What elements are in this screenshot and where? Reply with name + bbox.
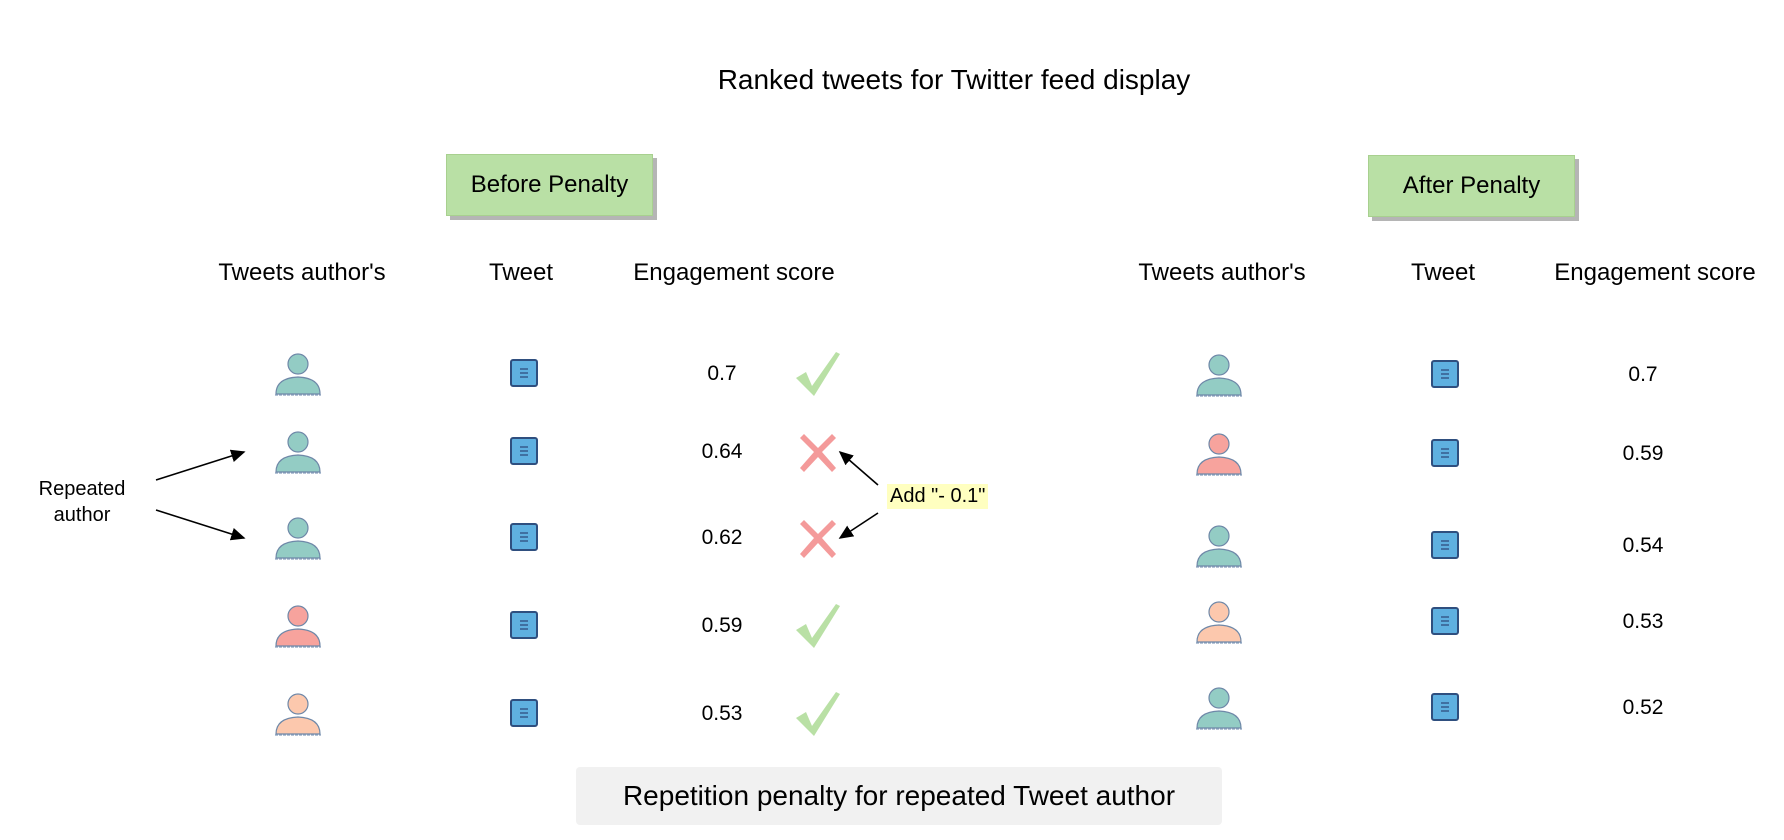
document-icon (510, 699, 538, 727)
footer-caption: Repetition penalty for repeated Tweet au… (576, 767, 1222, 825)
before-status-mark (792, 688, 844, 743)
before-header-score: Engagement score (633, 259, 835, 286)
arrow-to-row2 (155, 449, 246, 481)
checkmark-icon (796, 604, 840, 648)
before-status-mark (792, 512, 844, 567)
before-score: 0.64 (701, 440, 743, 463)
person-icon (275, 431, 321, 474)
after-penalty-label: After Penalty (1368, 155, 1575, 217)
before-header-author: Tweets author's (218, 259, 386, 286)
after-author-avatar (1193, 598, 1245, 649)
after-tweet-icon (1430, 438, 1460, 473)
before-author-avatar (272, 602, 324, 653)
after-author-avatar (1193, 351, 1245, 402)
arrow-to-cross2 (838, 512, 879, 539)
person-icon (1196, 601, 1242, 644)
cross-icon (800, 434, 836, 472)
person-icon (1196, 354, 1242, 397)
after-author-avatar (1193, 430, 1245, 481)
after-score: 0.7 (1628, 363, 1658, 386)
repeated-author-note: Repeated author (38, 478, 126, 526)
before-penalty-label: Before Penalty (446, 154, 653, 216)
before-tweet-icon (509, 358, 539, 393)
arrow-to-cross1 (838, 450, 879, 486)
after-score: 0.53 (1622, 610, 1664, 633)
before-header-tweet: Tweet (488, 259, 554, 286)
document-icon (510, 523, 538, 551)
before-tweet-icon (509, 610, 539, 645)
after-score: 0.52 (1622, 696, 1664, 719)
before-status-mark (792, 426, 844, 481)
person-icon (1196, 433, 1242, 476)
document-icon (1431, 531, 1459, 559)
document-icon (510, 359, 538, 387)
diagram-title: Ranked tweets for Twitter feed display (717, 64, 1191, 95)
after-tweet-icon (1430, 359, 1460, 394)
before-score: 0.53 (701, 702, 743, 725)
checkmark-icon (796, 352, 840, 396)
person-icon (275, 353, 321, 396)
before-score: 0.59 (701, 614, 743, 637)
before-author-avatar (272, 690, 324, 741)
checkmark-icon (796, 692, 840, 736)
penalty-note: Add "- 0.1" (887, 484, 989, 509)
person-icon (275, 517, 321, 560)
before-tweet-icon (509, 436, 539, 471)
after-score: 0.59 (1622, 442, 1664, 465)
after-header-score: Engagement score (1554, 259, 1756, 286)
document-icon (1431, 439, 1459, 467)
before-author-avatar (272, 350, 324, 401)
person-icon (275, 605, 321, 648)
after-header-tweet: Tweet (1410, 259, 1476, 286)
after-tweet-icon (1430, 530, 1460, 565)
after-header-author: Tweets author's (1138, 259, 1306, 286)
before-author-avatar (272, 428, 324, 479)
after-tweet-icon (1430, 692, 1460, 727)
person-icon (1196, 687, 1242, 730)
before-status-mark (792, 600, 844, 655)
arrow-to-row3 (155, 509, 246, 541)
before-status-mark (792, 348, 844, 403)
after-tweet-icon (1430, 606, 1460, 641)
before-score: 0.7 (707, 362, 737, 385)
document-icon (1431, 693, 1459, 721)
after-score: 0.54 (1622, 534, 1664, 557)
document-icon (510, 611, 538, 639)
person-icon (275, 693, 321, 736)
person-icon (1196, 525, 1242, 568)
after-author-avatar (1193, 522, 1245, 573)
cross-icon (800, 520, 836, 558)
document-icon (1431, 607, 1459, 635)
before-tweet-icon (509, 522, 539, 557)
after-author-avatar (1193, 684, 1245, 735)
before-tweet-icon (509, 698, 539, 733)
before-author-avatar (272, 514, 324, 565)
before-score: 0.62 (701, 526, 743, 549)
document-icon (1431, 360, 1459, 388)
document-icon (510, 437, 538, 465)
